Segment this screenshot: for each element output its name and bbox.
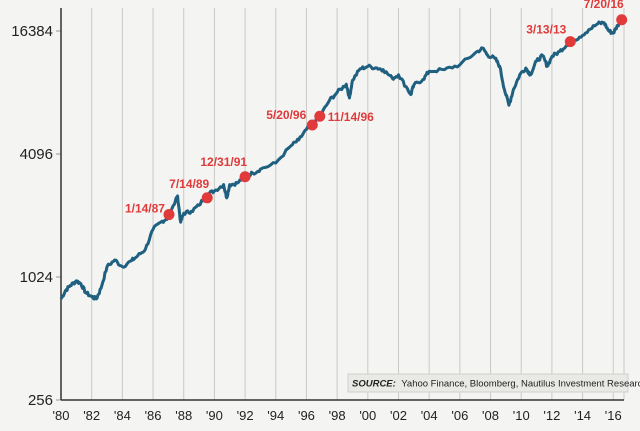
x-tick-label: '98 (329, 408, 346, 423)
x-axis: '80 '82 '84 '86 '88 '90 '92 '94 '96 '98 '00 '02 '04 '… (53, 399, 624, 423)
annotation-label: 12/31/91 (200, 155, 247, 169)
source-text: SOURCE: Yahoo Finance, Bloomberg, Nautil… (352, 379, 640, 390)
series-layer (59, 19, 624, 301)
x-tick-label: '86 (145, 408, 162, 423)
y-axis: 16384 4096 1024 256 (11, 8, 62, 409)
x-tick-label: '80 (53, 408, 70, 423)
annotation-label: 7/20/16 (584, 0, 624, 11)
annotation-dot (239, 171, 251, 183)
x-tick-label: '12 (543, 408, 560, 423)
annotation-dot (564, 36, 576, 48)
source-box (347, 373, 629, 393)
annotation-dot (314, 110, 326, 122)
annotation-markers: 1/14/87 7/14/89 12/31/91 5/20/96 11/14/96 3/1… (125, 0, 628, 221)
x-tick-label: '90 (206, 408, 223, 423)
x-tick-label: '06 (451, 408, 468, 423)
x-tick-label: '00 (359, 408, 376, 423)
y-tick-label: 256 (28, 392, 53, 409)
annotation-label: 11/14/96 (328, 110, 374, 124)
annotation-dot (163, 209, 175, 221)
annotation-dot (306, 119, 318, 131)
x-tick-label: '10 (513, 408, 530, 423)
series-line-0 (59, 19, 624, 301)
annotation-label: 5/20/96 (266, 108, 306, 122)
y-tick-label: 1024 (20, 269, 53, 286)
annotation-label: 1/14/87 (125, 202, 165, 216)
annotation-label: 3/13/13 (526, 23, 566, 37)
y-tick-label: 16384 (11, 23, 53, 40)
x-tick-label: '84 (114, 408, 131, 423)
annotation-dot (616, 14, 628, 26)
y-tick-label: 4096 (20, 146, 53, 163)
x-tick-label: '04 (421, 408, 438, 423)
source-label: SOURCE: (352, 379, 396, 390)
x-tick-label: '92 (237, 408, 254, 423)
source-body: Yahoo Finance, Bloomberg, Nautilus Inves… (401, 379, 640, 390)
x-tick-label: '88 (175, 408, 192, 423)
x-tick-label: '14 (574, 408, 591, 423)
source-note: SOURCE: Yahoo Finance, Bloomberg, Nautil… (347, 373, 640, 393)
x-tick-label: '02 (390, 408, 407, 423)
x-tick-label: '08 (482, 408, 499, 423)
annotation-label: 7/14/89 (169, 177, 209, 191)
annotation-dot (201, 192, 213, 204)
x-tick-label: '94 (267, 408, 284, 423)
x-tick-label: '82 (83, 408, 100, 423)
x-tick-label: '16 (605, 408, 622, 423)
x-tick-label: '96 (298, 408, 315, 423)
